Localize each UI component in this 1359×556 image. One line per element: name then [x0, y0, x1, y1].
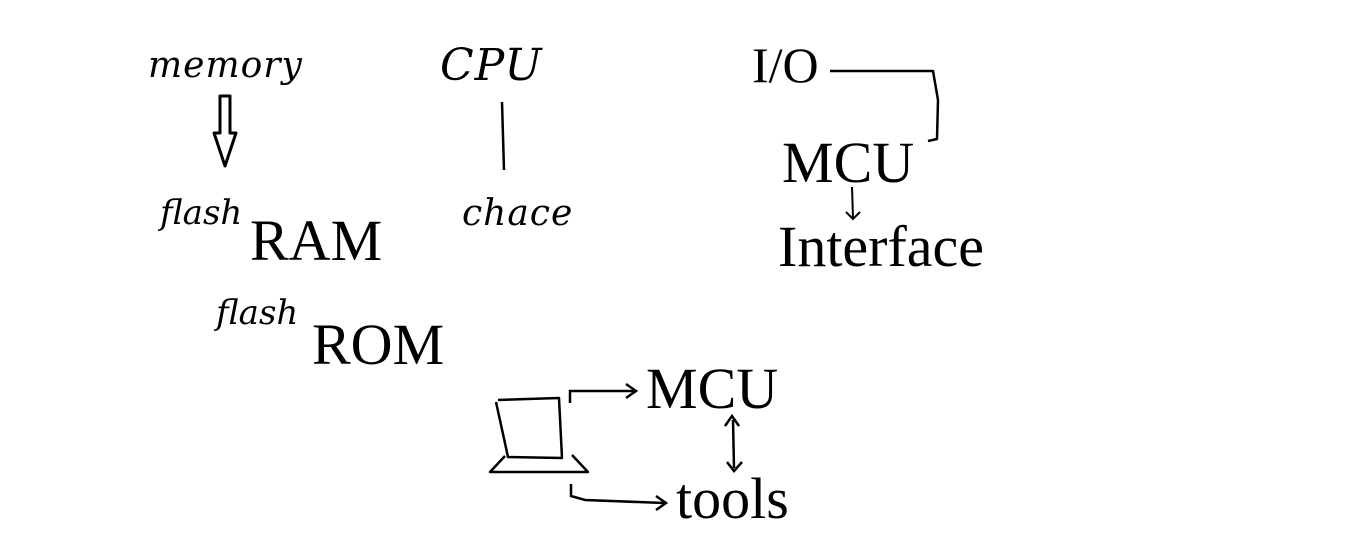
mcu-bottom-label: MCU [646, 356, 779, 421]
cpu-chace-line [500, 101, 506, 171]
laptop-mcu-arrowhead [625, 382, 639, 400]
laptop-tools-arrowhead [655, 494, 669, 512]
mcu-top-label: MCU [782, 130, 915, 195]
chace-label: chace [462, 193, 574, 234]
ram-label: RAM [250, 208, 383, 273]
mcu-interface-line [851, 186, 854, 219]
memory-down-arrow [212, 94, 238, 168]
laptop-mcu-line [568, 389, 634, 403]
cpu-label: CPU [440, 40, 543, 91]
laptop-icon [488, 396, 590, 474]
laptop-tools-line [569, 484, 665, 505]
interface-label: Interface [778, 214, 985, 279]
rom-label: ROM [312, 312, 445, 377]
io-label: I/O [752, 37, 819, 93]
flash-ram-prefix: flash [160, 193, 243, 233]
mcu-tools-arrowhead-down [726, 461, 743, 473]
mcu-interface-arrowhead [845, 211, 861, 221]
io-mcu-bracket [830, 69, 940, 143]
flash-rom-prefix: flash [216, 293, 299, 333]
mcu-tools-arrowhead-up [723, 413, 741, 427]
mcu-tools-line [731, 419, 736, 469]
memory-label: memory [148, 45, 303, 86]
tools-label: tools [676, 466, 789, 531]
